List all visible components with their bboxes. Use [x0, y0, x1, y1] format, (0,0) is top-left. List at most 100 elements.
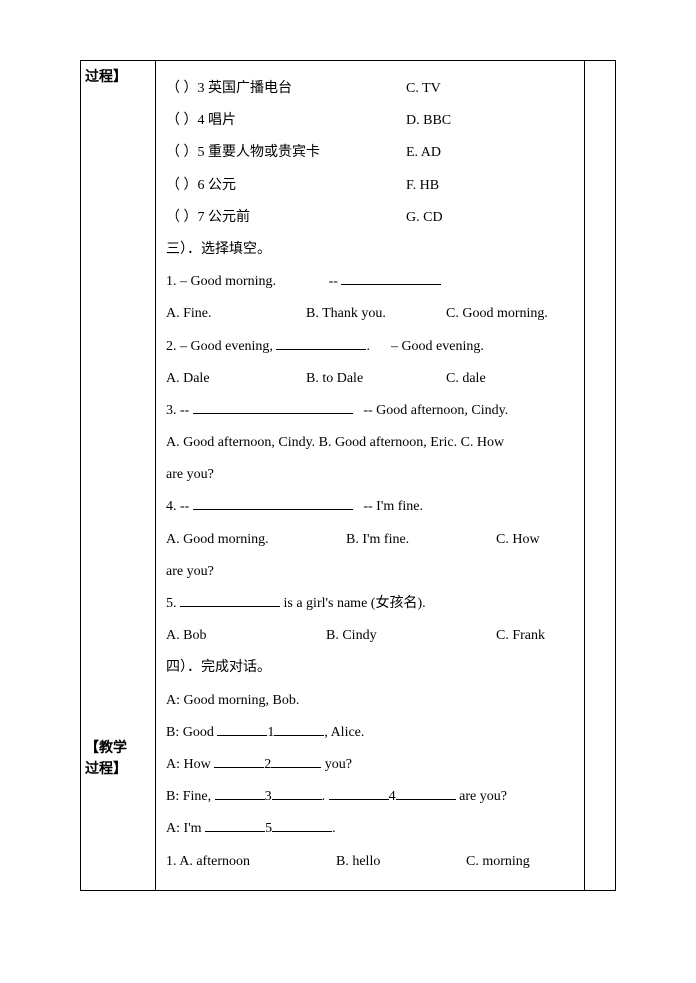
- dialog-line-5: A: I'm 5.: [166, 813, 574, 845]
- match-item-5: （ ）5 重要人物或贵宾卡: [166, 137, 406, 169]
- q4-stem-b: -- I'm fine.: [353, 499, 423, 514]
- match-item-6: （ ）6 公元: [166, 170, 406, 202]
- q3-stem: 3. -- -- Good afternoon, Cindy.: [166, 395, 574, 427]
- match-text-4: 唱片: [208, 113, 236, 128]
- match-row-5: （ ）5 重要人物或贵宾卡 E. AD: [166, 137, 574, 169]
- q5-blank[interactable]: [180, 593, 280, 607]
- content-column: （ ）3 英国广播电台 C. TV （ ）4 唱片 D. BBC （ ）5 重要…: [156, 61, 585, 890]
- q3-opts-line2: are you?: [166, 459, 574, 491]
- q1-options: A. Fine. B. Thank you. C. Good morning.: [166, 298, 574, 330]
- l5-blank-5b[interactable]: [272, 818, 332, 832]
- q1-blank[interactable]: [341, 271, 441, 285]
- q2-stem-a: 2. – Good evening,: [166, 339, 276, 354]
- right-column: [585, 61, 615, 890]
- l3-blank-2a[interactable]: [214, 754, 264, 768]
- match-row-3: （ ）3 英国广播电台 C. TV: [166, 73, 574, 105]
- l4-blank-4a[interactable]: [329, 786, 389, 800]
- q4-opt-a: A. Good morning.: [166, 524, 346, 556]
- s4-q1-options: 1. A. afternoon B. hello C. morning: [166, 846, 574, 878]
- l5-c: .: [332, 821, 336, 836]
- match-choice-g: G. CD: [406, 202, 574, 234]
- match-item-7: （ ）7 公元前: [166, 202, 406, 234]
- match-row-6: （ ）6 公元 F. HB: [166, 170, 574, 202]
- section3-title: 三）．选择填空。: [166, 234, 574, 266]
- l3-c: you?: [321, 757, 352, 772]
- match-choice-c: C. TV: [406, 73, 574, 105]
- label-teaching: 【教学: [85, 738, 151, 759]
- q3-blank[interactable]: [193, 400, 353, 414]
- l4-c: .: [322, 789, 329, 804]
- match-choice-d: D. BBC: [406, 105, 574, 137]
- l2-c: , Alice.: [324, 725, 364, 740]
- q3-stem-b: -- Good afternoon, Cindy.: [353, 403, 508, 418]
- left-column: 过程】 【教学 过程】: [81, 61, 156, 890]
- l2-a: B: Good: [166, 725, 217, 740]
- label-process-bottom: 过程】: [85, 759, 151, 780]
- l3-num: 2: [264, 757, 271, 772]
- l4-e: are you?: [456, 789, 507, 804]
- q2-options: A. Dale B. to Dale C. dale: [166, 363, 574, 395]
- q1-opt-a: A. Fine.: [166, 298, 306, 330]
- match-num-7: 7: [198, 210, 205, 225]
- match-text-5: 重要人物或贵宾卡: [208, 145, 320, 160]
- l2-blank-1a[interactable]: [217, 722, 267, 736]
- match-num-4: 4: [198, 113, 205, 128]
- l3-a: A: How: [166, 757, 214, 772]
- l4-num4: 4: [389, 789, 396, 804]
- l5-num: 5: [265, 821, 272, 836]
- q1-stem-a: 1. – Good morning.: [166, 274, 276, 289]
- q5-opt-b: B. Cindy: [326, 620, 496, 652]
- q4-stem-a: 4. --: [166, 499, 193, 514]
- q5-opt-a: A. Bob: [166, 620, 326, 652]
- match-num-5: 5: [198, 145, 205, 160]
- q3-opts-line1: A. Good afternoon, Cindy. B. Good aftern…: [166, 427, 574, 459]
- label-process-top: 过程】: [81, 61, 155, 94]
- match-text-6: 公元: [208, 178, 236, 193]
- match-text-7: 公元前: [208, 210, 250, 225]
- q4-blank[interactable]: [193, 496, 353, 510]
- q1-stem-b: --: [329, 274, 342, 289]
- dialog-line-2: B: Good 1 , Alice.: [166, 717, 574, 749]
- q4-opts-line2: are you?: [166, 556, 574, 588]
- q5-options: A. Bob B. Cindy C. Frank: [166, 620, 574, 652]
- q5-stem-a: 5.: [166, 596, 180, 611]
- l4-blank-4b[interactable]: [396, 786, 456, 800]
- q5-stem: 5. is a girl's name (女孩名).: [166, 588, 574, 620]
- q5-stem-b: is a girl's name (女孩名).: [280, 596, 426, 611]
- l2-num: 1: [267, 725, 274, 740]
- q4-opt-b: B. I'm fine.: [346, 524, 496, 556]
- match-row-4: （ ）4 唱片 D. BBC: [166, 105, 574, 137]
- q4-stem: 4. -- -- I'm fine.: [166, 491, 574, 523]
- l2-blank-1b[interactable]: [274, 722, 324, 736]
- match-item-3: （ ）3 英国广播电台: [166, 73, 406, 105]
- section4-title: 四）．完成对话。: [166, 652, 574, 684]
- match-text-3: 英国广播电台: [208, 81, 292, 96]
- dialog-line-3: A: How 2 you?: [166, 749, 574, 781]
- dialog-line-4: B: Fine, 3. 4 are you?: [166, 781, 574, 813]
- q2-opt-b: B. to Dale: [306, 363, 446, 395]
- match-num-6: 6: [198, 178, 205, 193]
- s4-q1-opt-c: C. morning: [466, 846, 574, 878]
- l5-blank-5a[interactable]: [205, 818, 265, 832]
- q5-opt-c: C. Frank: [496, 620, 574, 652]
- q2-stem: 2. – Good evening, . – Good evening.: [166, 331, 574, 363]
- match-row-7: （ ）7 公元前 G. CD: [166, 202, 574, 234]
- l4-num3: 3: [265, 789, 272, 804]
- s4-q1-opt-b: B. hello: [336, 846, 466, 878]
- l4-blank-3a[interactable]: [215, 786, 265, 800]
- q2-opt-a: A. Dale: [166, 363, 306, 395]
- s4-q1-opt-a: 1. A. afternoon: [166, 846, 336, 878]
- q1-opt-c: C. Good morning.: [446, 298, 574, 330]
- q1-opt-b: B. Thank you.: [306, 298, 446, 330]
- match-choice-e: E. AD: [406, 137, 574, 169]
- q2-blank[interactable]: [276, 336, 366, 350]
- left-spacer: [81, 94, 155, 732]
- l3-blank-2b[interactable]: [271, 754, 321, 768]
- worksheet-table: 过程】 【教学 过程】 （ ）3 英国广播电台 C. TV （ ）4 唱片 D.…: [80, 60, 616, 891]
- q2-opt-c: C. dale: [446, 363, 574, 395]
- l4-blank-3b[interactable]: [272, 786, 322, 800]
- dialog-line-1: A: Good morning, Bob.: [166, 685, 574, 717]
- match-num-3: 3: [198, 81, 205, 96]
- label-teaching-process: 【教学 过程】: [81, 732, 155, 890]
- q1-stem: 1. – Good morning. --: [166, 266, 574, 298]
